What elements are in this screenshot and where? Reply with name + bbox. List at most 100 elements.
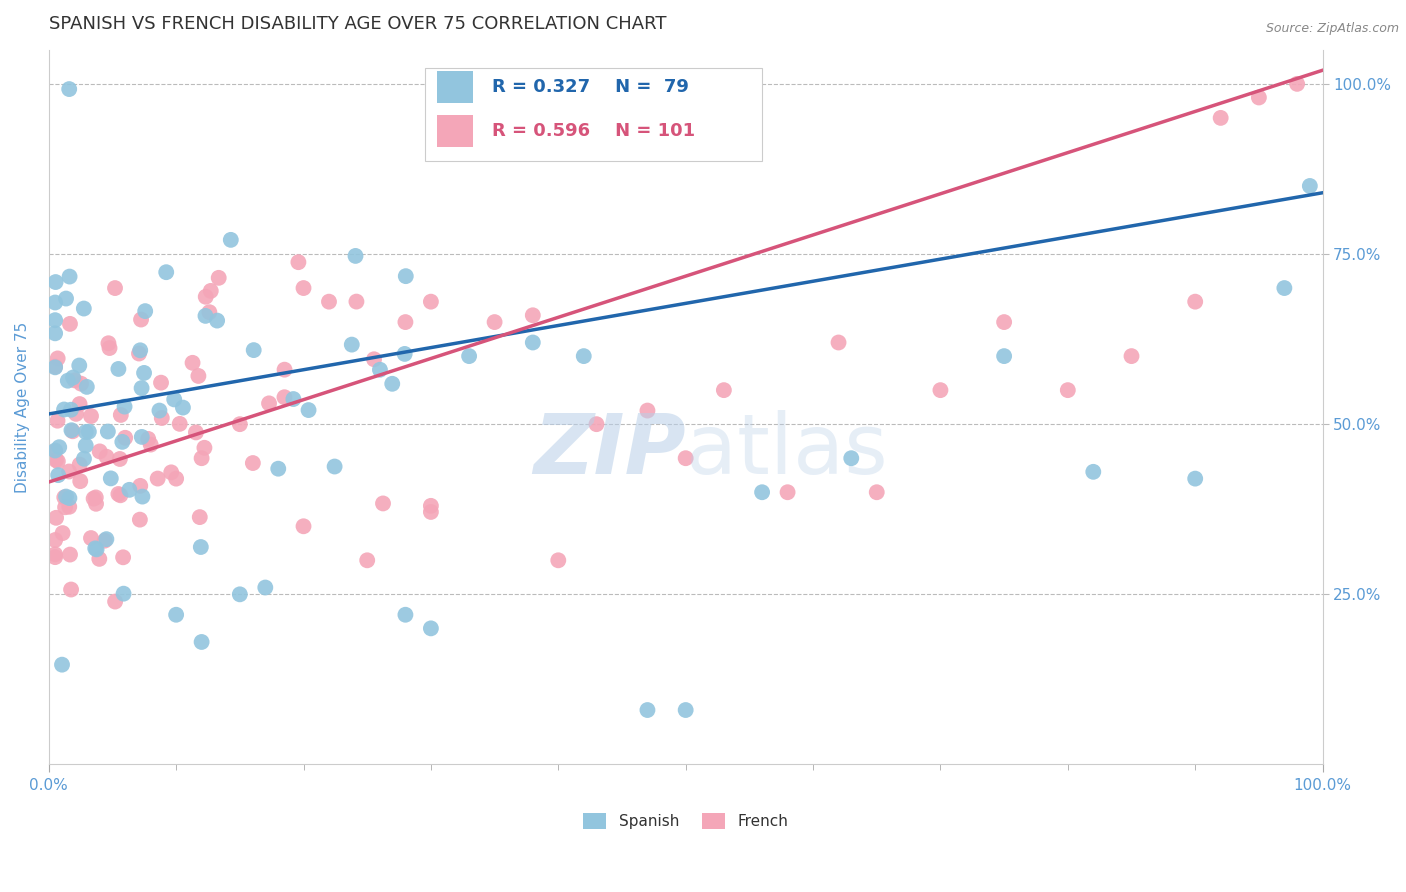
Point	[148, 403, 170, 417]
Point	[53, 491, 76, 505]
Point	[73, 451, 96, 466]
Point	[1247, 90, 1270, 104]
Point	[190, 635, 212, 649]
Point	[131, 490, 153, 504]
Point	[150, 411, 173, 425]
Point	[69, 458, 91, 472]
Point	[419, 505, 441, 519]
Point	[96, 450, 118, 464]
Point	[188, 510, 211, 524]
Point	[827, 335, 849, 350]
Point	[59, 317, 82, 331]
Point	[394, 315, 416, 329]
Point	[139, 437, 162, 451]
Point	[346, 294, 368, 309]
Point	[1272, 281, 1295, 295]
Point	[70, 376, 93, 391]
Point	[146, 471, 169, 485]
Y-axis label: Disability Age Over 75: Disability Age Over 75	[15, 321, 30, 492]
Point	[219, 233, 242, 247]
Point	[675, 703, 697, 717]
Point	[58, 465, 80, 479]
Point	[751, 485, 773, 500]
Point	[184, 425, 207, 440]
Point	[292, 281, 315, 295]
Point	[46, 454, 69, 468]
Point	[114, 400, 136, 414]
Point	[172, 401, 194, 415]
Legend: Spanish, French: Spanish, French	[578, 807, 794, 836]
Point	[344, 249, 367, 263]
Point	[181, 356, 204, 370]
Point	[993, 349, 1015, 363]
Point	[273, 362, 295, 376]
Point	[163, 392, 186, 407]
Point	[229, 417, 252, 432]
FancyBboxPatch shape	[437, 114, 472, 146]
Point	[776, 485, 799, 500]
Point	[134, 304, 156, 318]
Point	[112, 587, 135, 601]
Point	[839, 451, 862, 466]
Point	[60, 582, 83, 597]
Point	[58, 500, 80, 514]
Point	[1056, 383, 1078, 397]
Point	[107, 362, 129, 376]
Point	[368, 362, 391, 376]
Point	[131, 381, 153, 395]
Point	[98, 341, 121, 355]
Point	[419, 621, 441, 635]
Point	[1083, 465, 1105, 479]
Point	[104, 281, 127, 295]
Point	[318, 294, 340, 309]
Point	[60, 423, 83, 437]
Point	[394, 607, 416, 622]
Point	[46, 414, 69, 428]
Point	[83, 491, 105, 506]
Point	[111, 434, 134, 449]
Point	[100, 471, 122, 485]
Point	[80, 409, 103, 423]
Point	[110, 488, 132, 502]
Point	[44, 359, 66, 374]
Point	[65, 407, 87, 421]
Point	[69, 474, 91, 488]
Point	[356, 553, 378, 567]
Point	[194, 309, 217, 323]
Point	[200, 284, 222, 298]
Point	[69, 397, 91, 411]
Point	[1184, 472, 1206, 486]
Text: R = 0.327    N =  79: R = 0.327 N = 79	[492, 78, 689, 96]
Point	[323, 459, 346, 474]
Point	[75, 438, 97, 452]
Point	[394, 347, 416, 361]
Point	[67, 359, 90, 373]
Point	[929, 383, 952, 397]
Point	[80, 531, 103, 545]
Point	[84, 491, 107, 505]
Point	[1299, 178, 1322, 193]
Point	[522, 335, 544, 350]
Point	[44, 360, 66, 375]
Point	[993, 315, 1015, 329]
Point	[165, 607, 187, 622]
Point	[93, 533, 115, 548]
Point	[75, 425, 97, 439]
Point	[45, 275, 67, 289]
Point	[363, 352, 385, 367]
Point	[77, 425, 100, 439]
Point	[287, 255, 309, 269]
Point	[273, 390, 295, 404]
Point	[242, 343, 264, 358]
Point	[169, 417, 191, 431]
Point	[267, 461, 290, 475]
Point	[198, 305, 221, 319]
Point	[395, 269, 418, 284]
Point	[229, 587, 252, 601]
Point	[118, 483, 141, 497]
Point	[190, 540, 212, 554]
Point	[63, 373, 86, 387]
Point	[371, 496, 394, 510]
Point	[58, 82, 80, 96]
Point	[419, 294, 441, 309]
